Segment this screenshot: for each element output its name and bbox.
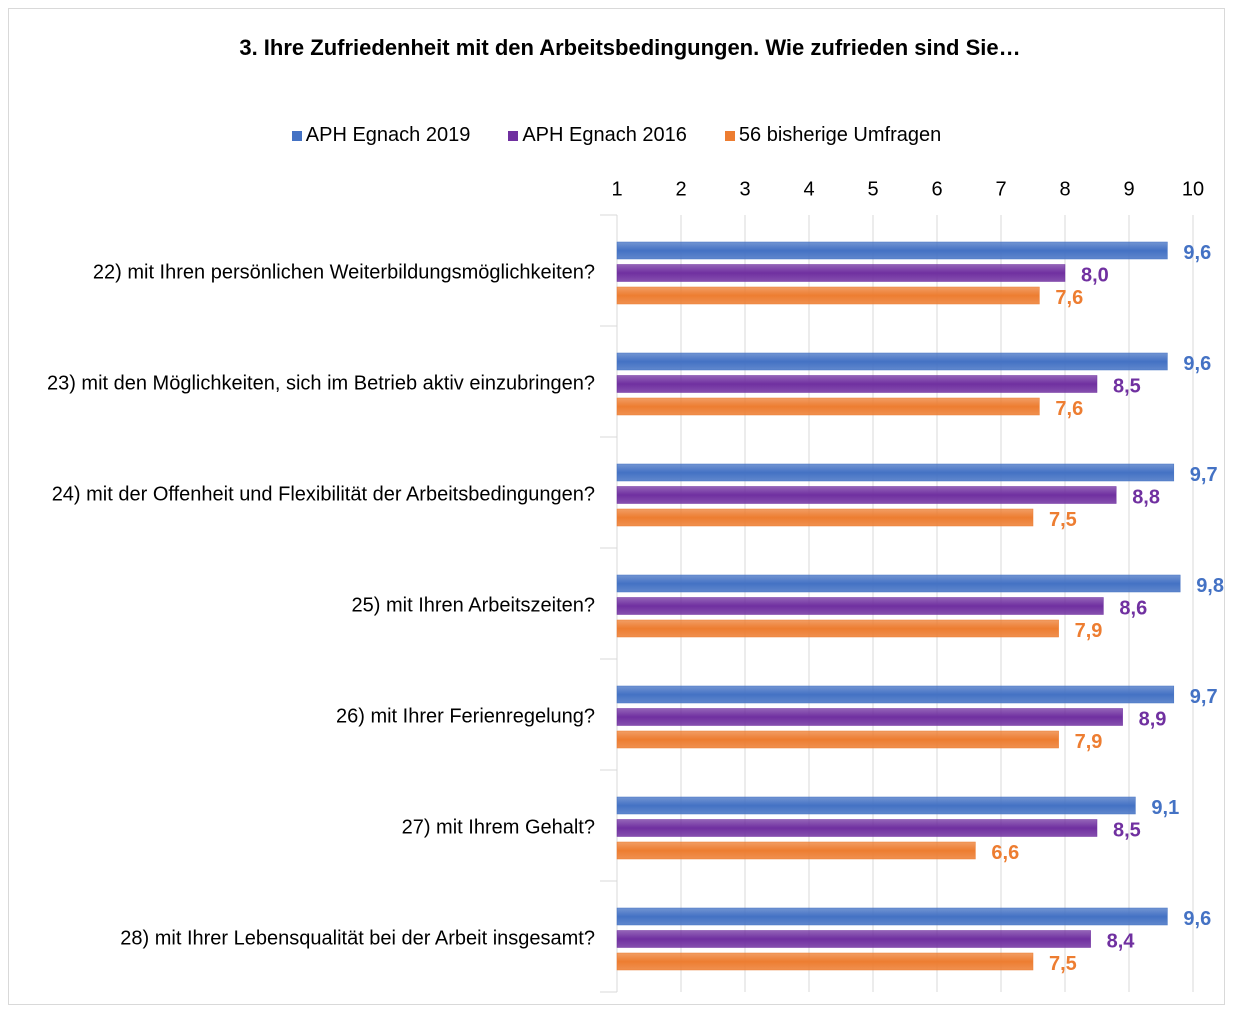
legend-label: 56 bisherige Umfragen	[738, 124, 942, 146]
bar	[616, 619, 1059, 638]
bar	[616, 508, 1034, 527]
bar	[616, 241, 1168, 260]
bar	[616, 486, 1117, 504]
value-label: 8,4	[1107, 930, 1136, 952]
value-label: 9,6	[1183, 242, 1211, 264]
x-tick-label: 2	[675, 178, 686, 200]
value-label: 9,1	[1151, 797, 1179, 819]
value-label: 8,5	[1113, 819, 1141, 841]
legend-label: APH Egnach 2019	[305, 124, 471, 146]
value-label: 9,7	[1190, 686, 1218, 708]
bar	[616, 841, 976, 860]
value-label: 7,5	[1049, 509, 1077, 531]
bar	[616, 796, 1136, 815]
bar	[616, 352, 1168, 371]
value-label: 9,7	[1190, 464, 1218, 486]
x-tick-label: 4	[803, 178, 814, 200]
legend-item: APH Egnach 2016	[508, 124, 687, 147]
bar	[616, 730, 1059, 749]
x-tick-label: 6	[931, 178, 942, 200]
legend-item: APH Egnach 2019	[291, 124, 471, 147]
x-tick-label: 3	[739, 178, 750, 200]
legend-item: 56 bisherige Umfragen	[724, 124, 942, 147]
value-label: 9,6	[1183, 908, 1211, 930]
x-tick-label: 8	[1059, 178, 1070, 200]
value-label: 8,5	[1113, 375, 1141, 397]
category-label: 25) mit Ihren Arbeitszeiten?	[351, 594, 595, 616]
value-label: 8,0	[1081, 264, 1109, 286]
value-label: 9,8	[1196, 575, 1224, 597]
chart-title: 3. Ihre Zufriedenheit mit den Arbeitsbed…	[239, 35, 1021, 60]
bar	[616, 574, 1181, 593]
bar	[616, 286, 1040, 305]
value-label: 6,6	[991, 842, 1019, 864]
category-label: 22) mit Ihren persönlichen Weiterbildung…	[92, 261, 595, 283]
value-label: 7,9	[1075, 620, 1103, 642]
category-label: 23) mit den Möglichkeiten, sich im Betri…	[46, 372, 595, 394]
bar	[616, 597, 1104, 615]
bar	[616, 930, 1091, 948]
bar	[616, 708, 1123, 726]
category-label: 28) mit Ihrer Lebensqualität bei der Arb…	[120, 927, 595, 949]
x-tick-label: 7	[995, 178, 1006, 200]
value-label: 7,6	[1055, 287, 1083, 309]
chart-frame	[8, 8, 1225, 1005]
value-label: 8,8	[1132, 486, 1160, 508]
x-tick-label: 10	[1182, 178, 1204, 200]
bar	[616, 463, 1175, 482]
x-tick-label: 9	[1123, 178, 1134, 200]
bar	[616, 375, 1098, 393]
bar	[616, 907, 1168, 926]
x-tick-label: 5	[867, 178, 878, 200]
bar	[616, 264, 1066, 282]
legend-label: APH Egnach 2016	[522, 124, 687, 146]
legend: APH Egnach 2019 APH Egnach 2016 56 bisheri…	[0, 124, 1233, 147]
category-label: 24) mit der Offenheit und Flexibilität d…	[51, 483, 595, 505]
bar	[616, 397, 1040, 416]
category-label: 27) mit Ihrem Gehalt?	[401, 816, 595, 838]
legend-swatch	[724, 130, 735, 141]
value-label: 7,6	[1055, 398, 1083, 420]
value-label: 9,6	[1183, 353, 1211, 375]
value-label: 8,6	[1119, 597, 1147, 619]
legend-swatch	[291, 130, 302, 141]
legend-swatch	[508, 130, 519, 141]
value-label: 8,9	[1139, 708, 1167, 730]
value-label: 7,9	[1075, 731, 1103, 753]
x-tick-label: 1	[611, 178, 622, 200]
bar	[616, 952, 1034, 971]
bar	[616, 685, 1175, 704]
category-label: 26) mit Ihrer Ferienregelung?	[335, 705, 595, 727]
value-label: 7,5	[1049, 953, 1077, 975]
bar	[616, 819, 1098, 837]
